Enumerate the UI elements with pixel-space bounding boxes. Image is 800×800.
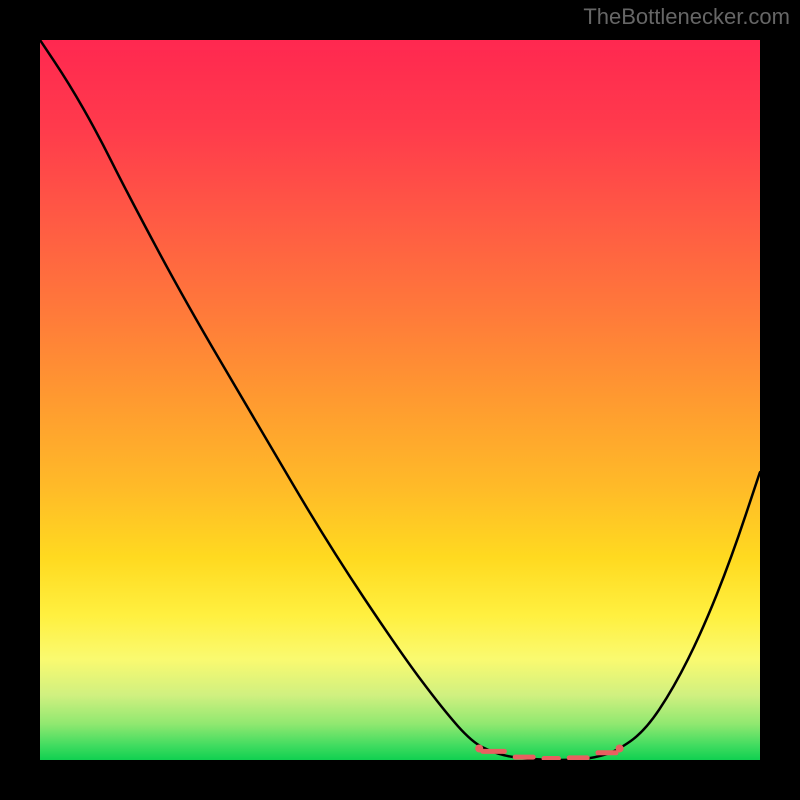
optimal-range-endpoint: [475, 744, 483, 752]
chart-svg: [40, 40, 760, 760]
optimal-range-endpoint: [616, 744, 624, 752]
chart-area: [40, 40, 760, 760]
watermark-text: TheBottlenecker.com: [583, 4, 790, 30]
